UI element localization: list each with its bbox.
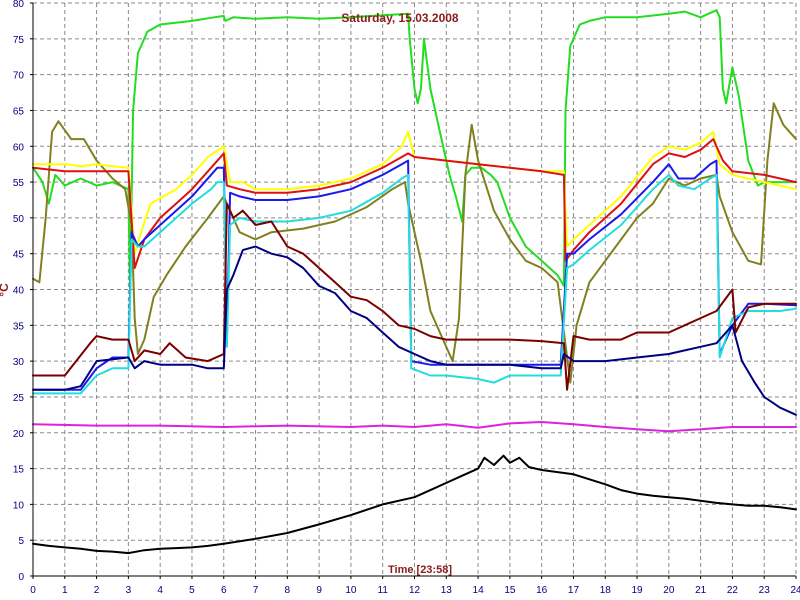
x-tick-label: 14 [473,585,485,596]
y-tick-label: 10 [13,500,25,511]
y-axis-label: °C [0,283,11,297]
series-line-4 [32,138,797,269]
y-tick-label: 40 [13,286,25,297]
y-tick-label: 55 [13,178,25,189]
x-tick-label: 8 [285,585,291,596]
series-line-6 [32,173,797,395]
y-tick-label: 15 [13,465,25,476]
y-tick-label: 50 [13,214,25,225]
x-tick-label: 21 [695,585,707,596]
x-tick-label: 3 [126,585,132,596]
x-tick-label: 1 [62,585,68,596]
tick-labels: 0 1 2 3 4 5 6 7 8 9 10 11 12 13 14 15 16 17 18 19 20 21 22 23 24… [13,0,800,596]
x-tick-label: 13 [441,585,453,596]
x-tick-label: 12 [409,585,421,596]
chart-title: Saturday, 15.03.2008 [341,11,459,25]
y-tick-label: 60 [13,142,25,153]
series-line-1 [32,9,797,291]
y-tick-label: 25 [13,393,25,404]
series-layer [32,9,797,555]
x-tick-label: 15 [504,585,516,596]
x-tick-label: 5 [189,585,195,596]
series-line-7 [32,202,797,391]
x-tick-label: 22 [727,585,739,596]
x-tick-label: 2 [94,585,100,596]
y-tick-label: 75 [13,35,25,46]
series-line-9 [32,421,797,433]
y-tick-label: 30 [13,357,25,368]
x-tick-label: 20 [663,585,675,596]
series-line-8 [32,245,797,416]
x-tick-label: 18 [600,585,612,596]
y-tick-label: 70 [13,71,25,82]
x-tick-label: 19 [631,585,643,596]
grid [33,2,797,576]
x-tick-label: 16 [536,585,548,596]
y-tick-label: 20 [13,429,25,440]
x-tick-label: 6 [221,585,227,596]
x-tick-label: 17 [568,585,580,596]
series-line-3 [32,130,797,255]
x-tick-label: 7 [253,585,259,596]
x-axis-label: Time [23:58] [388,564,452,576]
y-tick-label: 5 [18,536,24,547]
y-tick-label: 35 [13,321,25,332]
x-tick-label: 4 [157,585,163,596]
x-tick-label: 10 [345,585,357,596]
x-tick-label: 24 [790,585,800,596]
x-tick-label: 0 [30,585,36,596]
y-tick-label: 80 [13,0,25,10]
x-tick-label: 11 [378,585,389,596]
series-line-5 [32,159,797,391]
y-tick-label: 65 [13,106,25,117]
x-tick-label: 9 [316,585,322,596]
series-line-10 [32,454,797,555]
y-tick-label: 45 [13,250,25,261]
y-tick-label: 0 [18,572,24,583]
x-tick-label: 23 [759,585,771,596]
